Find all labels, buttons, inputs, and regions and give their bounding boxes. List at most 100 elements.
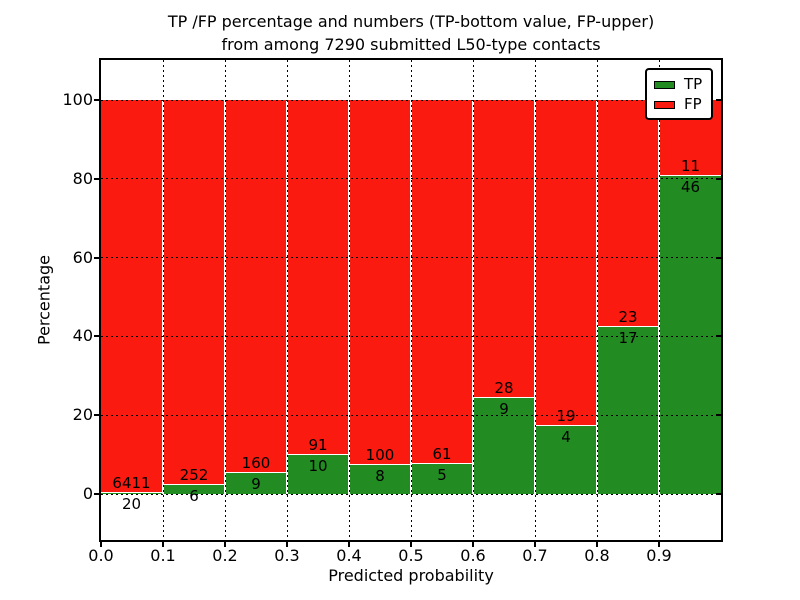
x-tick-label: 0.7 — [522, 546, 548, 565]
legend-entry-fp: FP — [654, 96, 704, 113]
y-tick-label: 100 — [62, 90, 93, 109]
chart-title-line2: from among 7290 submitted L50-type conta… — [221, 35, 601, 54]
grid-line-horizontal — [101, 493, 721, 495]
x-tick-label: 0.5 — [398, 546, 424, 565]
grid-line-vertical — [224, 60, 226, 540]
grid-line-vertical — [534, 60, 536, 540]
grid-line-vertical — [472, 60, 474, 540]
tp-count-label: 46 — [680, 178, 701, 197]
fp-count-label: 252 — [179, 465, 209, 484]
grid-line-vertical — [596, 60, 598, 540]
y-tick-mark — [94, 177, 99, 180]
bar-segment-tp — [226, 473, 286, 495]
x-tick-label: 0.3 — [274, 546, 300, 565]
bar-segment-tp — [598, 326, 658, 495]
y-tick-mark-right — [716, 414, 721, 417]
fp-count-label: 100 — [365, 445, 395, 464]
y-tick-mark-right — [716, 177, 721, 180]
bar-segment-fp — [101, 100, 162, 493]
bar-segment-tp — [350, 464, 410, 495]
bar-segment-fp — [226, 100, 286, 474]
y-tick-mark-right — [716, 99, 721, 101]
y-tick-mark-right — [716, 256, 721, 259]
x-tick-mark — [658, 542, 660, 547]
bar-segment-fp — [412, 100, 472, 465]
x-tick-label: 0.9 — [646, 546, 672, 565]
bar-segment-fp — [474, 100, 534, 399]
grid-line-vertical — [658, 60, 660, 540]
x-tick-label: 0.1 — [150, 546, 176, 565]
plot-area: 6411 20 252 6 160 9 91 10 100 8 61 5 28 9 19 4 23 17 11 46 — [101, 60, 721, 540]
fp-count-label: 91 — [308, 436, 328, 455]
bar-segment-tp — [660, 176, 721, 495]
bar-segment-tp — [101, 492, 162, 495]
grid-line-vertical — [348, 60, 350, 540]
fp-count-label: 19 — [556, 406, 576, 425]
bar-segment-tp — [536, 425, 596, 495]
x-tick-mark — [224, 542, 226, 547]
y-tick-label: 20 — [72, 405, 93, 425]
fp-count-label: 23 — [618, 307, 638, 326]
grid-line-horizontal — [101, 257, 721, 259]
tp-count-label: 9 — [499, 400, 509, 419]
x-tick-label: 0.8 — [584, 546, 610, 565]
bar-segment-fp — [598, 100, 658, 327]
fp-count-label: 11 — [680, 157, 701, 176]
grid-line-horizontal — [101, 414, 721, 416]
y-tick-label: 40 — [72, 326, 93, 346]
x-tick-mark — [410, 542, 412, 547]
y-tick-mark — [94, 493, 99, 496]
fp-count-label: 61 — [432, 445, 452, 464]
y-tick-mark — [94, 414, 99, 417]
y-tick-mark — [94, 335, 99, 338]
bar-segment-tp — [164, 484, 224, 495]
legend-label-fp: FP — [684, 95, 702, 113]
x-axis-label: Predicted probability — [328, 566, 494, 585]
x-tick-mark — [596, 542, 598, 547]
tp-count-label: 10 — [308, 457, 328, 476]
fp-count-label: 28 — [494, 379, 514, 398]
y-tick-label: 80 — [72, 168, 93, 188]
grid-line-horizontal — [101, 335, 721, 337]
grid-line-vertical — [410, 60, 412, 540]
y-tick-mark-right — [716, 493, 721, 496]
bar-segment-tp — [288, 455, 348, 495]
bar-segment-tp — [412, 464, 472, 495]
fp-count-label: 160 — [241, 454, 271, 473]
grid-line-horizontal — [101, 178, 721, 180]
x-tick-mark — [472, 542, 474, 547]
bar-segment-fp — [288, 100, 348, 456]
chart-title: TP /FP percentage and numbers (TP-bottom… — [101, 10, 721, 56]
grid-line-vertical — [286, 60, 288, 540]
fp-count-label: 6411 — [112, 473, 151, 492]
bar-segment-tp — [474, 398, 534, 495]
bar-segment-fp — [164, 100, 224, 485]
tp-count-label: 6 — [189, 486, 199, 505]
x-tick-mark — [162, 542, 164, 547]
legend-swatch-fp — [654, 100, 675, 109]
bar-segment-fp — [350, 100, 410, 465]
grid-line-horizontal — [101, 99, 721, 101]
tp-count-label: 4 — [561, 427, 571, 446]
legend-label-tp: TP — [684, 75, 703, 93]
bar-segment-fp — [536, 100, 596, 426]
tp-count-label: 5 — [437, 466, 447, 485]
y-tick-mark — [94, 99, 99, 101]
x-tick-label: 0.4 — [336, 546, 362, 565]
y-tick-label: 60 — [72, 247, 93, 267]
x-tick-label: 0.0 — [88, 546, 114, 565]
grid-line-vertical — [162, 60, 164, 540]
tp-count-label: 8 — [375, 466, 385, 485]
y-tick-mark — [94, 256, 99, 259]
x-tick-mark — [100, 542, 102, 547]
x-tick-label: 0.6 — [460, 546, 486, 565]
y-tick-label: 0 — [82, 484, 93, 504]
x-tick-mark — [348, 542, 350, 547]
legend: TP FP — [645, 68, 713, 120]
legend-entry-tp: TP — [654, 76, 704, 93]
x-tick-mark — [534, 542, 536, 547]
x-tick-label: 0.2 — [212, 546, 238, 565]
chart-title-line1: TP /FP percentage and numbers (TP-bottom… — [167, 12, 655, 31]
tp-count-label: 17 — [618, 328, 638, 347]
